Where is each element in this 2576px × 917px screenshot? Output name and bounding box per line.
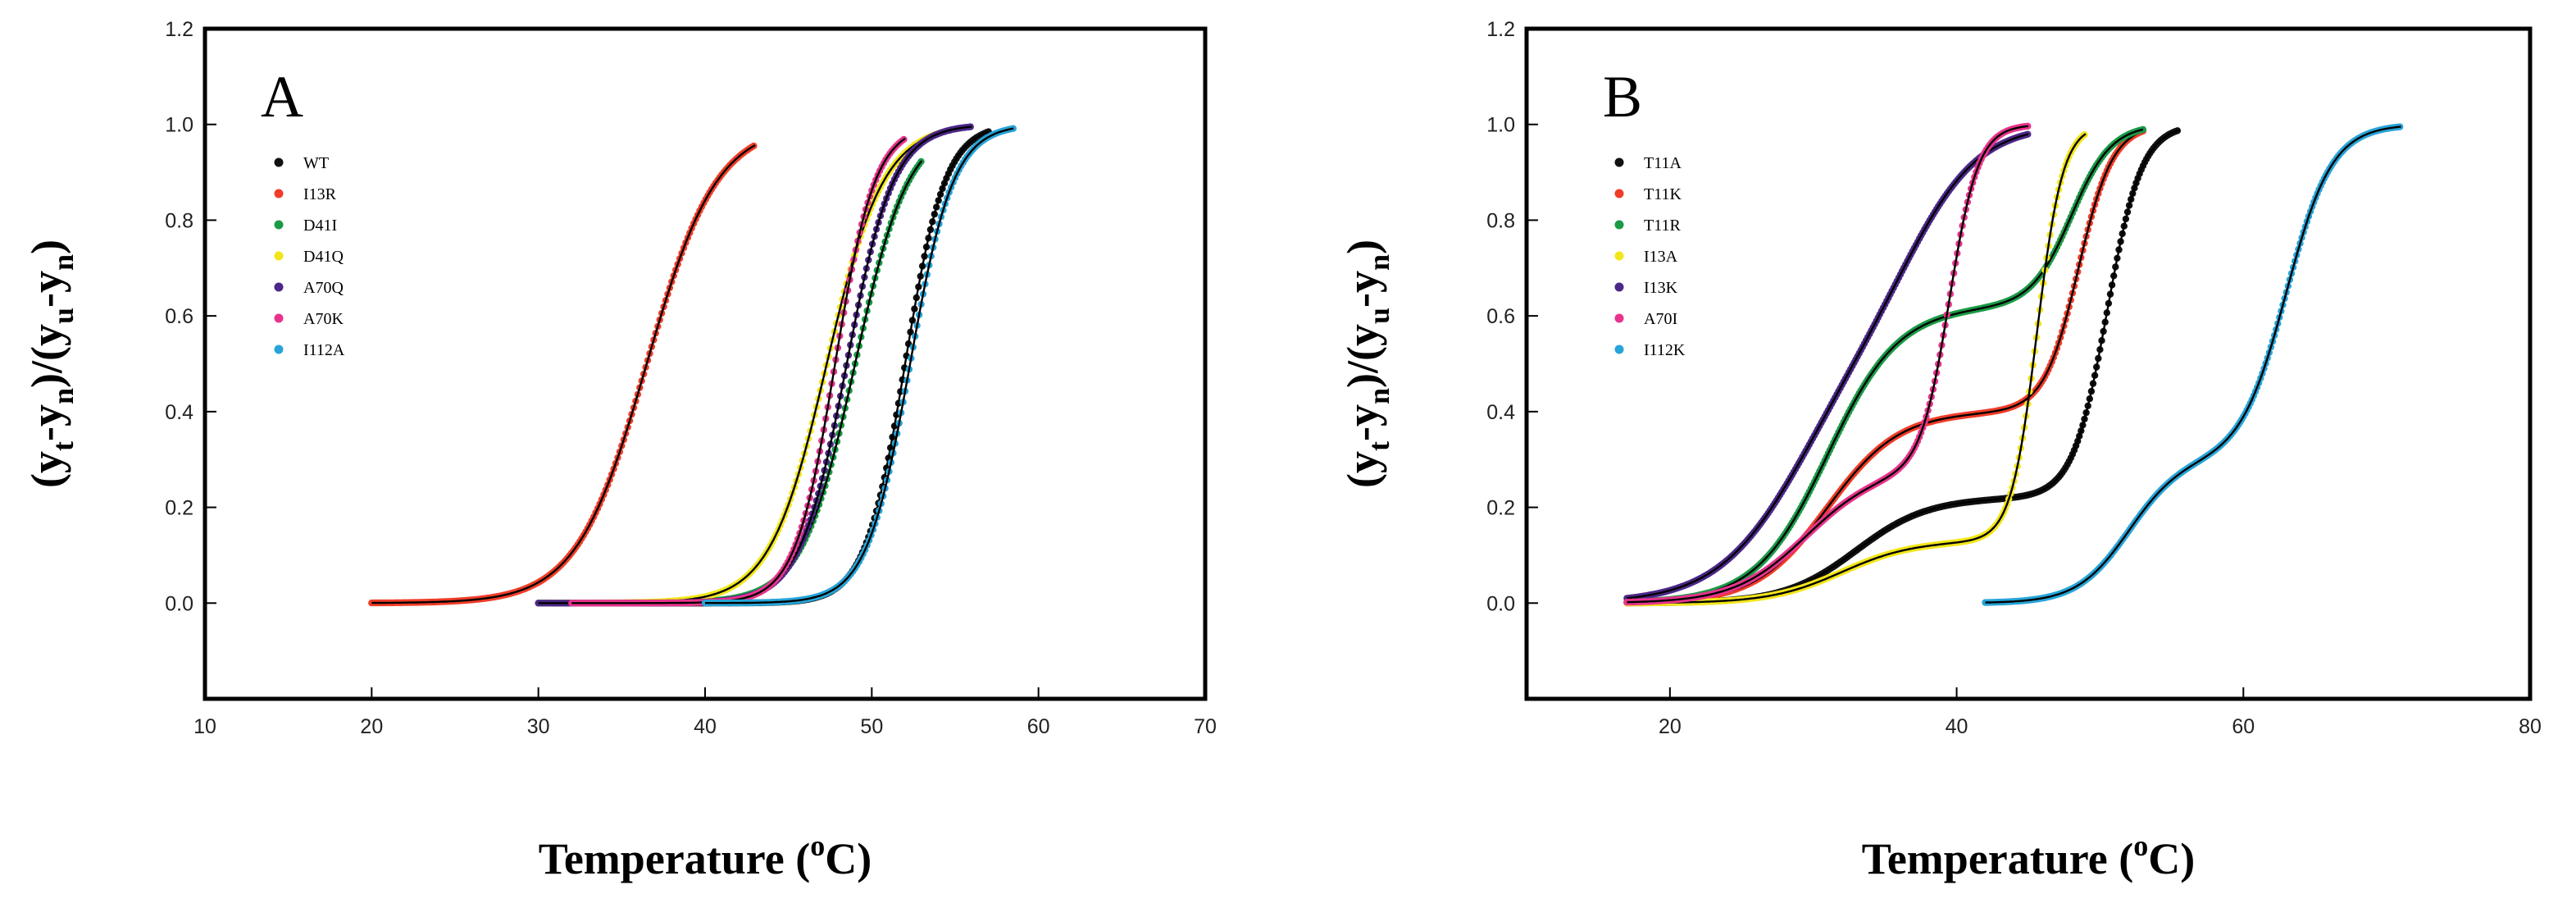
panel-a-x-tick-label: 30 [527,715,550,738]
panel-b-legend-marker-i13k [1614,282,1624,292]
panel-a-legend-marker-i112a [274,344,284,354]
panel-a-x-tick-label: 60 [1027,715,1050,738]
panel-a-y-tick-label: 0.4 [165,401,193,424]
panel-a-y-tick-label: 1.2 [165,18,193,41]
panel-a-legend-label-i112a: I112A [303,341,345,359]
panel-b-y-tick-label: 0.2 [1486,497,1515,520]
panel-b-legend-marker-i13a [1614,251,1624,261]
panel-a-chart: 0.0 0.2 0.4 0.6 0.8 1.0 1.2 10 20 30 40 50 60 70 A WT I1… [22,18,1217,883]
panel-a-legend-label-a70k: A70K [303,310,344,328]
panel-b-legend-marker-a70i [1614,313,1624,323]
panel-a-fit-line-d41q [538,132,940,604]
panel-a-series-i112a [701,125,1017,607]
panel-a-legend-label-wt: WT [303,154,329,172]
panel-a-legend-marker-d41q [274,251,284,261]
panel-b-x-tick-label: 60 [2232,715,2255,738]
panel-b-y-tick-label: 0.8 [1486,209,1515,232]
panel-a-series-d41q [535,130,942,607]
panel-a-y-tick-label: 0.8 [165,209,193,232]
panel-b-y-tick-label: 1.2 [1486,18,1515,41]
panel-b-x-tick-label: 20 [1659,715,1682,738]
panel-b-legend: T11A T11K T11R I13A I13K A70I I112K [1614,154,1686,359]
panel-a-y-axis-title: (yt-yn)/(yu-yn) [22,240,80,488]
panel-a-series-a70k [568,135,908,607]
panel-b-legend-label-t11k: T11K [1644,185,1682,203]
panel-b-legend-marker-t11k [1614,189,1624,198]
panel-a-x-axis-title: Temperature (oC) [539,829,872,883]
panel-a-x-tick-label: 20 [360,715,383,738]
panel-a-y-tick-label: 1.0 [165,114,193,137]
panel-a-panel-label: A [261,64,303,130]
panel-a-y-tick-label: 0.0 [165,592,193,615]
panel-a-legend-label-a70q: A70Q [303,279,344,297]
panel-a-legend-marker-a70q [274,282,284,292]
panel-a-legend-label-d41q: D41Q [303,248,344,266]
panel-a-legend-marker-wt [274,157,284,167]
panel-b-y-tick-label: 0.0 [1486,592,1515,615]
panel-b-series-i112k [1982,123,2404,606]
panel-b-legend-marker-i112k [1614,344,1624,354]
panel-b-legend-marker-t11a [1614,157,1624,167]
panel-b-y-tick-label: 0.4 [1486,401,1515,424]
panel-b-legend-label-i112k: I112K [1644,341,1686,359]
panel-a-series-d41i [601,157,925,607]
panel-a-fit-line-i112a [705,127,1014,604]
panel-b-plot-frame [1524,26,2533,701]
panel-b-legend-marker-t11r [1614,220,1624,230]
panel-b-x-axis-title: Temperature (oC) [1862,829,2195,883]
panel-a-fit-line-i13r [371,144,756,604]
panel-b-x-tick-label: 40 [1946,715,1968,738]
panel-a-fit-line-a70q [538,125,972,604]
panel-b-y-tick-label: 1.0 [1486,114,1515,137]
panel-a-x-tick-label: 40 [694,715,717,738]
panel-b-legend-label-t11a: T11A [1644,154,1682,172]
panel-b-y-tick-label: 0.6 [1486,305,1515,328]
panel-b-fit-line-i13k [1627,133,2029,600]
panel-b-series-i13a [1623,131,2088,607]
panel-a-legend-label-i13r: I13R [303,185,337,203]
panel-b-legend-label-i13a: I13A [1644,248,1678,266]
panel-a-x-tick-label: 10 [193,715,216,738]
panel-b-y-axis-title: (yt-yn)/(yu-yn) [1338,240,1395,488]
panel-a-y-tick-label: 0.6 [165,305,193,328]
panel-a-fit-line-wt [538,130,990,604]
panel-b-x-tick-label: 80 [2519,715,2542,738]
panel-a-legend-marker-a70k [274,313,284,323]
panel-a-fit-line-a70k [571,137,906,604]
panel-b-fit-line-i13a [1627,133,2087,604]
panel-b-fit-line-i112k [1985,125,2401,604]
panel-a-legend-marker-d41i [274,220,284,230]
panel-b-legend-label-a70i: A70I [1644,310,1677,328]
panel-b-fit-line-a70i [1627,125,2029,604]
panel-a-x-tick-label: 70 [1194,715,1217,738]
panel-b-legend-label-i13k: I13K [1644,279,1678,297]
panel-a-x-tick-label: 50 [860,715,883,738]
panel-a-series-a70q [535,123,974,607]
panel-a-legend-marker-i13r [274,189,284,198]
panel-a-y-tick-label: 0.2 [165,497,193,520]
panel-b-chart: 0.00.20.40.60.81.01.220 40 60 80BT11AT11KT1… [1338,18,2542,883]
panel-a-legend-label-d41i: D41I [303,217,337,235]
panel-b-panel-label: B [1603,64,1642,130]
panel-a-legend: WT I13R D41I D41Q A70Q A70K I112A [274,154,345,359]
panel-b-legend-label-t11r: T11R [1644,217,1681,235]
panel-a-series-wt [535,128,992,607]
